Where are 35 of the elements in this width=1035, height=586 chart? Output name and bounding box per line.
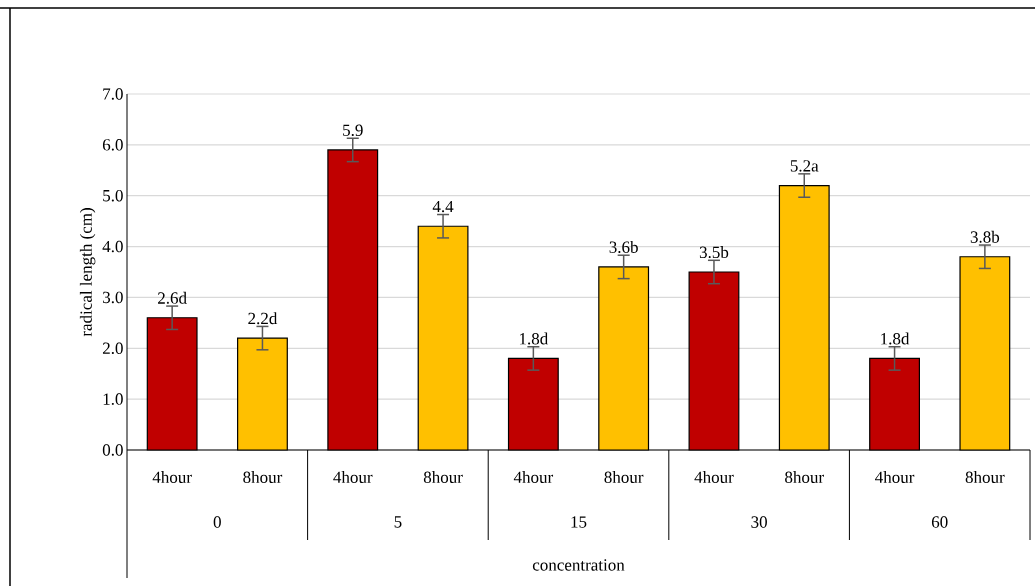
text: 60 xyxy=(931,516,948,528)
y-tick-label: 6.0 xyxy=(102,139,123,151)
x-axis-title: concentration xyxy=(532,559,625,571)
data-label: 1.8d xyxy=(881,332,910,345)
data-label: 5.9 xyxy=(343,124,363,137)
y-tick-label: 0.0 xyxy=(102,444,123,456)
x-tick-label: 4hour xyxy=(694,471,734,483)
data-label: 4.4 xyxy=(432,200,454,213)
y-tick-label: 3.0 xyxy=(103,291,123,304)
y-tick-label: 5.0 xyxy=(103,189,123,202)
data-label: 3.8b xyxy=(970,230,1000,243)
data-label: 5.2a xyxy=(790,160,819,172)
x-tick-label: 4hour xyxy=(875,471,915,483)
x-tick-label: 8hour xyxy=(785,471,824,483)
x-tick-label: 8hour xyxy=(423,471,463,483)
y-axis-title: radical length (cm) xyxy=(79,208,96,337)
data-label: 2.2d xyxy=(248,312,278,325)
x-tick-label: 4hour xyxy=(333,471,373,483)
text: 15 xyxy=(571,516,587,528)
data-label: 3.6b xyxy=(609,240,638,254)
y-tick-label: 7.0 xyxy=(103,88,123,100)
y-tick-label: 2.0 xyxy=(102,342,123,355)
text: 5 xyxy=(394,516,402,528)
x-tick-label: 8hour xyxy=(243,471,283,483)
x-tick-label: 4hour xyxy=(152,471,192,483)
data-label: 2.6d xyxy=(158,291,187,304)
text: 0 xyxy=(213,516,221,528)
data-label: 1.8d xyxy=(519,332,549,345)
y-tick-label: 4.0 xyxy=(102,240,123,253)
y-tick-label: 1.0 xyxy=(103,393,123,405)
x-tick-label: 8hour xyxy=(965,471,1005,483)
data-label: 3.5b xyxy=(699,246,729,259)
x-tick-label: 4hour xyxy=(513,471,554,483)
x-tick-label: 8hour xyxy=(604,471,644,483)
text: 30 xyxy=(751,516,767,528)
